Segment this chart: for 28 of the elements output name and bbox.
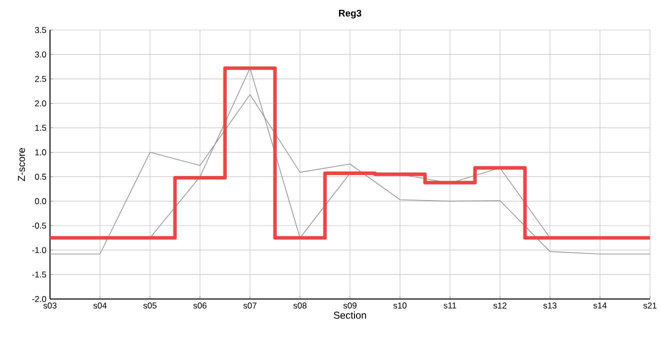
x-tick-label: s09 xyxy=(343,302,356,309)
chart-title: Reg3 xyxy=(339,10,362,18)
x-tick-label: s21 xyxy=(643,302,656,309)
x-tick-label: s03 xyxy=(43,302,56,309)
y-tick-label: -1.5 xyxy=(32,272,46,278)
y-tick-label: -0.5 xyxy=(32,222,46,229)
x-tick-label: s14 xyxy=(593,302,607,308)
y-tick-label: 2.5 xyxy=(35,76,46,82)
y-tick-label: 1.0 xyxy=(35,149,46,156)
x-tick-label: s10 xyxy=(393,302,407,309)
x-tick-label: s12 xyxy=(493,302,506,309)
y-axis-title: Z-score xyxy=(18,148,25,182)
x-tick-label: s05 xyxy=(143,302,157,309)
y-tick-label: -1.0 xyxy=(32,247,46,254)
y-tick-label: 3.5 xyxy=(34,27,46,34)
x-tick-label: s07 xyxy=(243,302,256,309)
x-tick-label: s08 xyxy=(293,302,306,309)
x-tick-label: s13 xyxy=(543,302,556,309)
y-tick-label: 1.5 xyxy=(35,124,46,131)
x-tick-label: s06 xyxy=(193,302,206,309)
y-tick-label: 0.5 xyxy=(34,174,46,180)
y-tick-label: 3.0 xyxy=(34,51,46,58)
x-tick-label: s11 xyxy=(444,302,456,308)
y-tick-label: 2.0 xyxy=(35,100,46,106)
y-tick-label: -2.0 xyxy=(32,296,46,302)
x-axis-title: Section xyxy=(334,311,366,319)
x-tick-label: s04 xyxy=(93,302,107,309)
y-tick-label: 0.0 xyxy=(34,198,46,204)
